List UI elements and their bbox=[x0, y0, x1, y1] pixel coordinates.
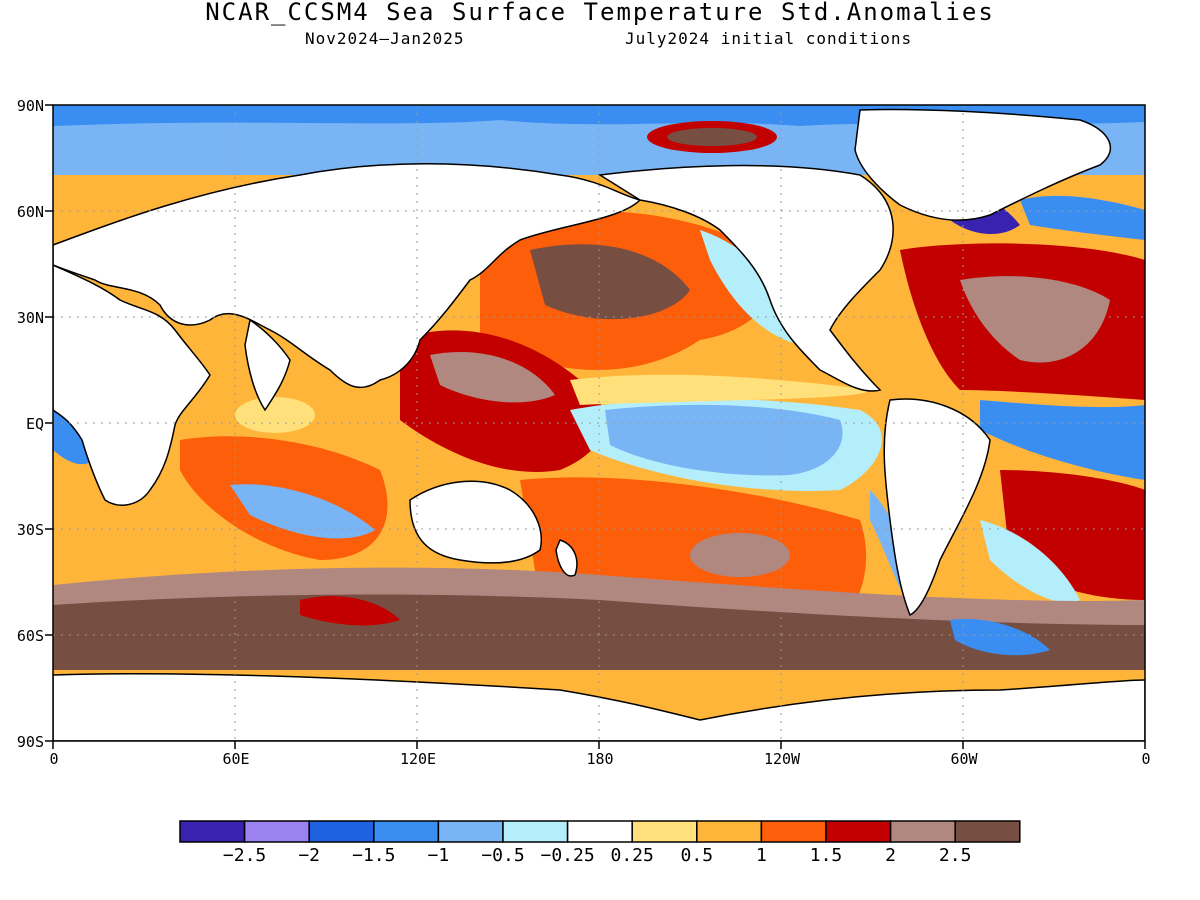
colorbar-label: 0.5 bbox=[680, 845, 714, 866]
initial-conditions: July2024 initial conditions bbox=[625, 29, 913, 48]
colorbar-swatch bbox=[243, 820, 310, 843]
map-title: NCAR_CCSM4 Sea Surface Temperature Std.A… bbox=[205, 0, 995, 26]
colorbar-swatch bbox=[631, 820, 698, 843]
forecast-period: Nov2024—Jan2025 bbox=[305, 29, 465, 48]
lon-label-120e: 120E bbox=[399, 750, 437, 768]
colorbar-swatch bbox=[760, 820, 827, 843]
colorbar-swatch bbox=[179, 820, 246, 843]
lat-label-60n: 60N bbox=[16, 203, 44, 221]
axis-ticks bbox=[45, 104, 1146, 749]
africa bbox=[53, 264, 211, 506]
drake-passage-cool bbox=[950, 619, 1050, 656]
india bbox=[244, 318, 291, 412]
colorbar-swatch bbox=[437, 820, 504, 843]
lon-label-0-east: 0 bbox=[1141, 750, 1151, 768]
ne-pacific-cool bbox=[700, 230, 800, 345]
lon-label-60w: 60W bbox=[950, 750, 978, 768]
southern-ocean-patch bbox=[300, 596, 400, 626]
greenland bbox=[854, 108, 1112, 221]
colorbar-swatch bbox=[889, 820, 956, 843]
south-america bbox=[883, 398, 991, 617]
lon-label-120w: 120W bbox=[763, 750, 801, 768]
north-atlantic-strong bbox=[960, 276, 1110, 363]
colorbar-label: 0.25 bbox=[610, 845, 654, 866]
lat-label-30n: 30N bbox=[16, 309, 44, 327]
lon-label-60e: 60E bbox=[222, 750, 250, 768]
eurasia bbox=[53, 163, 642, 389]
colorbar-label: −0.5 bbox=[481, 845, 525, 866]
colorbar-label: 2 bbox=[885, 845, 897, 866]
arabian-sea-weak bbox=[235, 397, 315, 433]
eq-pacific-weak-warm bbox=[570, 374, 870, 405]
subpolar-atlantic-cool bbox=[1020, 195, 1145, 240]
lat-label-90n: 90N bbox=[16, 97, 44, 115]
spac-strong-warm bbox=[690, 533, 790, 577]
west-pacific-strong bbox=[430, 351, 555, 403]
indian-cool-patch bbox=[230, 484, 375, 539]
map-field bbox=[53, 105, 1145, 741]
lat-label-eq: EQ bbox=[25, 415, 44, 433]
north-america bbox=[597, 164, 894, 392]
colorbar-label: 1.5 bbox=[809, 845, 843, 866]
landmasses bbox=[53, 108, 1145, 741]
lat-label-90s: 90S bbox=[16, 733, 44, 751]
colorbar-label: 1 bbox=[755, 845, 767, 866]
south-atlantic-cool bbox=[980, 520, 1080, 603]
colorbar-swatch bbox=[308, 820, 375, 843]
colorbar bbox=[179, 820, 1021, 843]
npac-strong-warm bbox=[530, 244, 690, 320]
grid-lines bbox=[53, 105, 1145, 741]
colorbar-label: 2.5 bbox=[938, 845, 972, 866]
colorbar-swatch bbox=[566, 820, 633, 843]
colorbar-label: −0.25 bbox=[540, 845, 595, 866]
colorbar-swatch bbox=[373, 820, 440, 843]
colorbar-swatch bbox=[954, 820, 1021, 843]
colorbar-swatch bbox=[502, 820, 569, 843]
lat-label-30s: 30S bbox=[16, 521, 44, 539]
colorbar-swatch bbox=[696, 820, 763, 843]
lon-label-180: 180 bbox=[586, 750, 614, 768]
colorbar-label: −2 bbox=[298, 845, 321, 866]
australia bbox=[409, 480, 542, 564]
lon-label-0: 0 bbox=[49, 750, 59, 768]
colorbar-label: −2.5 bbox=[222, 845, 267, 866]
antarctica bbox=[53, 672, 1145, 741]
colorbar-swatch bbox=[825, 820, 892, 843]
eq-pacific-cold-tongue bbox=[605, 404, 843, 476]
colorbar-label: −1.5 bbox=[352, 845, 396, 866]
eq-atlantic-cool bbox=[980, 400, 1145, 480]
colorbar-label: −1 bbox=[427, 845, 450, 866]
lat-label-60s: 60S bbox=[16, 627, 44, 645]
arctic-warm-core bbox=[667, 128, 757, 146]
new-zealand bbox=[555, 539, 578, 577]
